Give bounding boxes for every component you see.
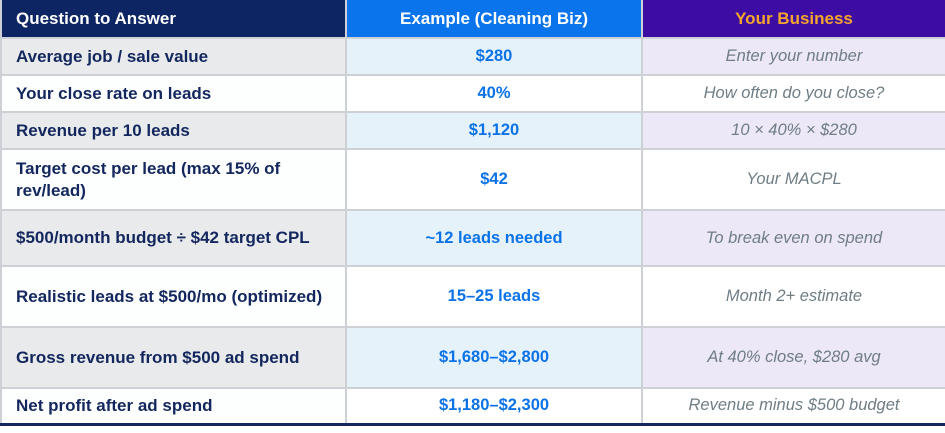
your-business-cell: Your MACPL [641,148,945,211]
table-row: Target cost per lead (max 15% of rev/lea… [0,148,945,211]
table-row: Net profit after ad spend $1,180–$2,300 … [0,387,945,425]
example-value-cell: $1,120 [345,111,643,150]
your-business-cell: Month 2+ estimate [641,265,945,328]
your-business-cell: At 40% close, $280 avg [641,326,945,389]
example-value-cell: ~12 leads needed [345,209,643,267]
question-cell: Average job / sale value [0,37,347,76]
your-business-cell: Revenue minus $500 budget [641,387,945,425]
example-value-cell: $280 [345,37,643,76]
question-cell: Your close rate on leads [0,74,347,113]
question-cell: Target cost per lead (max 15% of rev/lea… [0,148,347,211]
example-value-cell: 40% [345,74,643,113]
your-business-cell: How often do you close? [641,74,945,113]
example-value-cell: $1,680–$2,800 [345,326,643,389]
table-row: Your close rate on leads 40% How often d… [0,74,945,113]
table-row: Average job / sale value $280 Enter your… [0,37,945,76]
column-header-question: Question to Answer [0,0,347,39]
example-value-cell: 15–25 leads [345,265,643,328]
table-row: $500/month budget ÷ $42 target CPL ~12 l… [0,209,945,267]
example-value-cell: $1,180–$2,300 [345,387,643,425]
question-cell: Revenue per 10 leads [0,111,347,150]
column-header-your-business: Your Business [641,0,945,39]
question-cell: Net profit after ad spend [0,387,347,425]
question-cell: $500/month budget ÷ $42 target CPL [0,209,347,267]
your-business-cell: To break even on spend [641,209,945,267]
table-row: Gross revenue from $500 ad spend $1,680–… [0,326,945,389]
table-row: Realistic leads at $500/mo (optimized) 1… [0,265,945,328]
your-business-cell: Enter your number [641,37,945,76]
header-row: Question to Answer Example (Cleaning Biz… [0,0,945,39]
question-cell: Gross revenue from $500 ad spend [0,326,347,389]
your-business-cell: 10 × 40% × $280 [641,111,945,150]
column-header-example: Example (Cleaning Biz) [345,0,643,39]
example-value-cell: $42 [345,148,643,211]
question-cell: Realistic leads at $500/mo (optimized) [0,265,347,328]
table-row: Revenue per 10 leads $1,120 10 × 40% × $… [0,111,945,150]
